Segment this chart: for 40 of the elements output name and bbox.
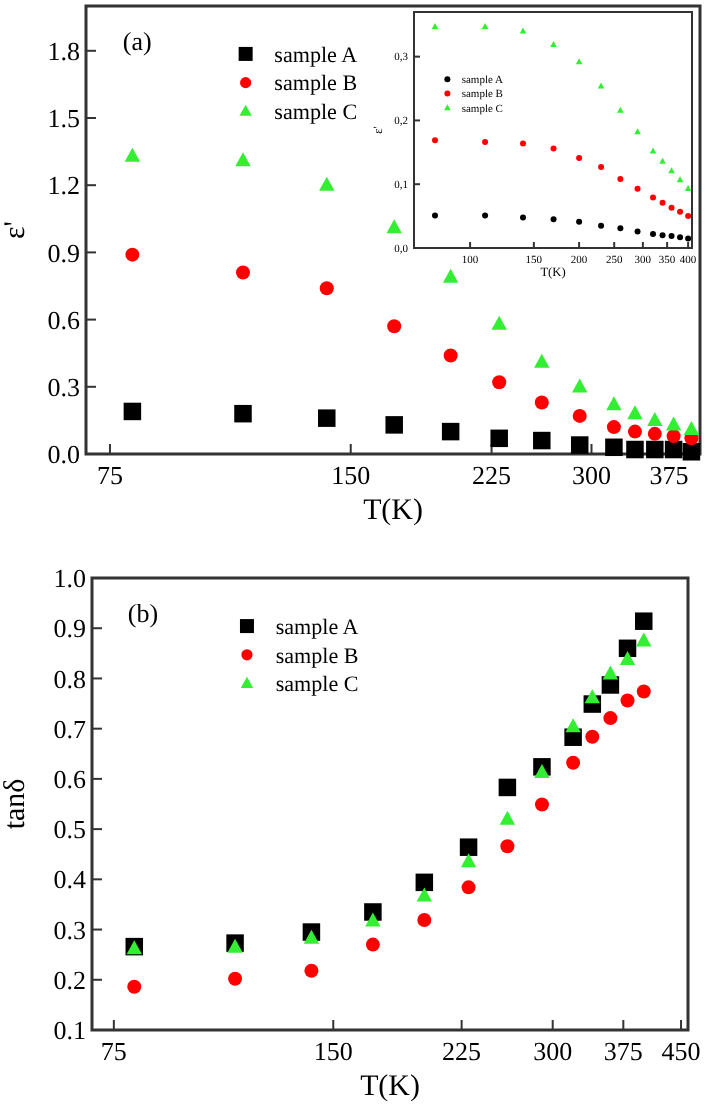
y-tick-label: 1.8 xyxy=(47,35,80,66)
x-tick-label: 225 xyxy=(442,1036,482,1066)
legend-label: sample A xyxy=(274,43,358,68)
x-tick-label: 75 xyxy=(100,1036,127,1066)
y-tick-label: 0.3 xyxy=(47,371,80,402)
x-tick-label: 150 xyxy=(313,1036,353,1066)
legend-label: sample C xyxy=(275,673,359,698)
y-tick-label: 0.8 xyxy=(53,663,86,694)
y-tick-label: 0.3 xyxy=(53,914,86,945)
y-tick-label: 0.0 xyxy=(47,439,80,470)
x-axis-title: T(K) xyxy=(363,495,423,527)
y-tick-label: 0.5 xyxy=(53,814,86,845)
y-tick-label: 0.6 xyxy=(47,304,81,335)
y-tick-label: 0.6 xyxy=(53,763,87,794)
legend-label: sample B xyxy=(274,72,358,97)
x-tick-label: 150 xyxy=(331,460,371,490)
x-tick-label: 225 xyxy=(472,460,512,490)
x-tick-label: 375 xyxy=(649,460,689,490)
y-tick-label: 0.2 xyxy=(53,964,86,995)
y-axis-title: tanδ xyxy=(0,778,32,830)
x-tick-label: 375 xyxy=(603,1036,643,1066)
legend-label: sample C xyxy=(274,101,358,126)
y-tick-label: 0.9 xyxy=(53,613,86,644)
y-axis-title: ε' xyxy=(0,220,32,239)
legend-label: sample A xyxy=(275,615,359,640)
y-tick-label: 1.0 xyxy=(53,563,86,594)
y-tick-label: 0.4 xyxy=(53,864,87,895)
annotation: (a) xyxy=(122,26,152,56)
x-tick-label: 450 xyxy=(661,1036,701,1066)
y-tick-label: 0.7 xyxy=(53,713,87,744)
legend-label: sample B xyxy=(275,644,359,669)
annotation: (b) xyxy=(127,598,159,628)
y-tick-label: 1.2 xyxy=(47,170,80,201)
x-axis-title: T(K) xyxy=(360,1071,420,1103)
x-tick-label: 300 xyxy=(533,1036,573,1066)
x-tick-label: 75 xyxy=(96,460,123,490)
x-tick-label: 300 xyxy=(572,460,611,490)
y-tick-label: 0.9 xyxy=(47,237,80,268)
y-tick-label: 0.1 xyxy=(53,1015,86,1046)
y-tick-label: 1.5 xyxy=(47,103,80,134)
